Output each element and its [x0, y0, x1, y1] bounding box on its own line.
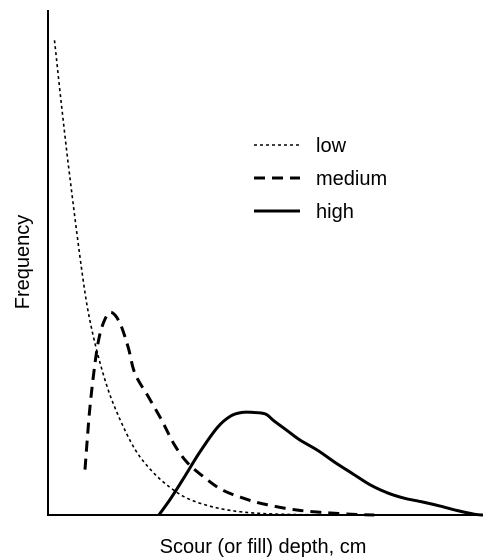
legend-label-high: high [316, 201, 354, 223]
legend-label-low: low [316, 135, 347, 157]
series-line-medium [83, 310, 375, 517]
legend-label-medium: medium [316, 168, 387, 190]
legend: low medium high [254, 135, 387, 223]
series-layer [53, 40, 483, 517]
x-axis-title: Scour (or fill) depth, cm [160, 536, 367, 558]
series-line-low [53, 40, 344, 516]
series-line-high [157, 410, 483, 517]
y-axis-title: Frequency [12, 215, 34, 310]
